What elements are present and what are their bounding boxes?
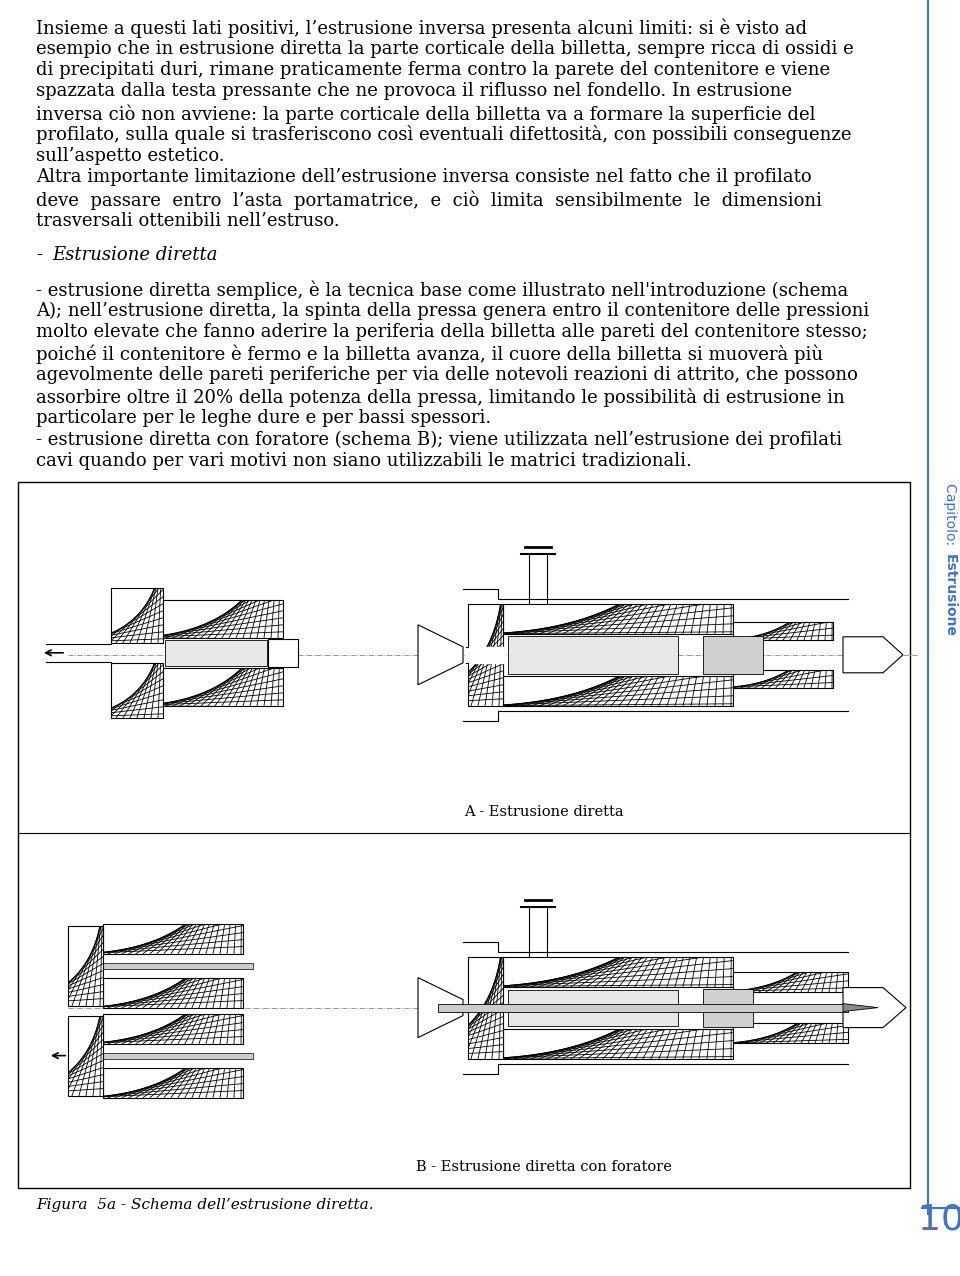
Text: Figura  5a - Schema dell’estrusione diretta.: Figura 5a - Schema dell’estrusione diret… (36, 1198, 373, 1212)
Text: Estrusione: Estrusione (943, 555, 957, 638)
Bar (503, 1028, 733, 1059)
Text: esempio che in estrusione diretta la parte corticale della billetta, sempre ricc: esempio che in estrusione diretta la par… (36, 40, 853, 57)
Text: - estrusione diretta semplice, è la tecnica base come illustrato nell'introduzio: - estrusione diretta semplice, è la tecn… (36, 281, 849, 300)
Text: A - Estrusione diretta: A - Estrusione diretta (465, 805, 624, 819)
Bar (163, 667, 283, 706)
Bar (508, 990, 678, 1026)
Bar (733, 623, 833, 641)
Bar (103, 1013, 243, 1044)
Bar (103, 1068, 243, 1097)
Bar (508, 635, 678, 674)
Bar (73, 962, 253, 968)
Text: Altra importante limitazione dell’estrusione inversa consiste nel fatto che il p: Altra importante limitazione dell’estrus… (36, 168, 811, 186)
Bar (703, 989, 753, 1027)
Bar (503, 604, 733, 634)
Polygon shape (843, 1004, 878, 1012)
Text: agevolmente delle pareti periferiche per via delle notevoli reazioni di attrito,: agevolmente delle pareti periferiche per… (36, 366, 858, 384)
Polygon shape (418, 625, 463, 685)
Bar (733, 670, 833, 688)
Text: Capitolo:: Capitolo: (943, 482, 957, 549)
Bar (468, 604, 503, 706)
Polygon shape (418, 977, 463, 1037)
Text: assorbire oltre il 20% della potenza della pressa, limitando le possibilità di e: assorbire oltre il 20% della potenza del… (36, 388, 845, 407)
Bar (111, 588, 163, 643)
Bar (103, 924, 243, 953)
Bar (466, 647, 505, 662)
Polygon shape (843, 988, 906, 1027)
Bar (503, 957, 733, 986)
Text: -: - (36, 246, 42, 264)
Bar (733, 1023, 848, 1044)
Text: - estrusione diretta con foratore (schema B); viene utilizzata nell’estrusione d: - estrusione diretta con foratore (schem… (36, 431, 842, 449)
Bar (268, 639, 298, 667)
Text: sull’aspetto estetico.: sull’aspetto estetico. (36, 147, 225, 165)
Bar (103, 977, 243, 1008)
Bar (733, 972, 848, 991)
Bar (111, 662, 163, 718)
Bar (68, 1016, 103, 1096)
Bar (503, 676, 733, 706)
Bar (73, 1053, 253, 1059)
Text: cavi quando per vari motivi non siano utilizzabili le matrici tradizionali.: cavi quando per vari motivi non siano ut… (36, 452, 692, 471)
Text: deve  passare  entro  l’asta  portamatrice,  e  ciò  limita  sensibilmente  le  : deve passare entro l’asta portamatrice, … (36, 190, 822, 209)
Text: profilato, sulla quale si trasferiscono così eventuali difettosità, con possibil: profilato, sulla quale si trasferiscono … (36, 125, 852, 144)
Text: spazzata dalla testa pressante che ne provoca il riflusso nel fondello. In estru: spazzata dalla testa pressante che ne pr… (36, 83, 792, 101)
Text: Insieme a questi lati positivi, l’estrusione inversa presenta alcuni limiti: si : Insieme a questi lati positivi, l’estrus… (36, 18, 807, 37)
Text: poiché il contenitore è fermo e la billetta avanza, il cuore della billetta si m: poiché il contenitore è fermo e la bille… (36, 345, 823, 365)
Bar (468, 957, 503, 1059)
Text: trasversali ottenibili nell’estruso.: trasversali ottenibili nell’estruso. (36, 212, 340, 230)
Bar (18, 482, 910, 1188)
Text: A); nell’estrusione diretta, la spinta della pressa genera entro il contenitore : A); nell’estrusione diretta, la spinta d… (36, 302, 869, 320)
Polygon shape (843, 637, 903, 672)
Bar (438, 1004, 848, 1012)
Bar (703, 635, 763, 674)
Text: molto elevate che fanno aderire la periferia della billetta alle pareti del cont: molto elevate che fanno aderire la perif… (36, 323, 868, 341)
Bar (163, 600, 283, 638)
Bar (68, 925, 103, 1005)
Text: inversa ciò non avviene: la parte corticale della billetta va a formare la super: inversa ciò non avviene: la parte cortic… (36, 105, 815, 124)
Text: particolare per le leghe dure e per bassi spessori.: particolare per le leghe dure e per bass… (36, 410, 492, 427)
Text: di precipitati duri, rimane praticamente ferma contro la parete del contenitore : di precipitati duri, rimane praticamente… (36, 61, 830, 79)
Text: Estrusione diretta: Estrusione diretta (52, 246, 218, 264)
Bar (165, 639, 267, 666)
Text: B - Estrusione diretta con foratore: B - Estrusione diretta con foratore (416, 1160, 672, 1174)
Text: 10: 10 (918, 1202, 960, 1236)
